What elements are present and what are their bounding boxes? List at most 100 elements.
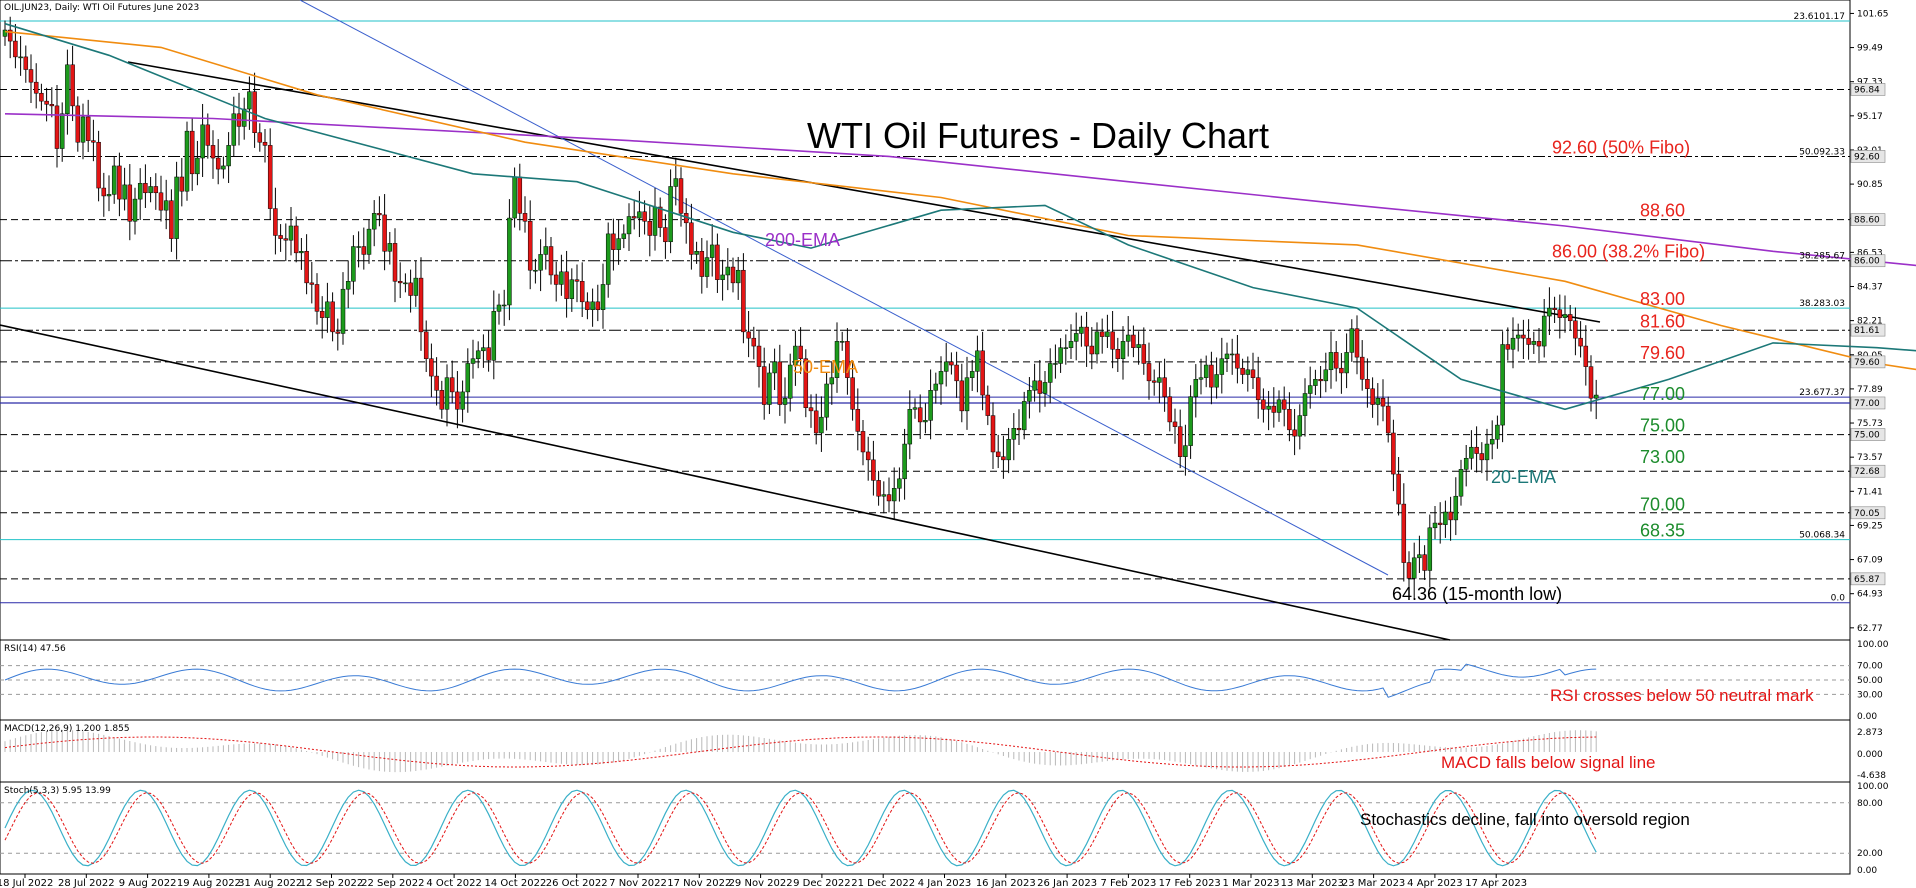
candle xyxy=(595,284,601,322)
price-badge xyxy=(1850,323,1886,337)
candle-body xyxy=(590,301,595,310)
candle xyxy=(709,224,715,277)
candle-body xyxy=(808,407,814,412)
candle xyxy=(460,380,465,423)
candle-body xyxy=(1084,326,1089,347)
candle-body xyxy=(1183,445,1188,457)
candle-body xyxy=(1193,379,1199,397)
candle xyxy=(75,96,81,152)
candle-body xyxy=(1307,385,1313,394)
candle-body xyxy=(59,113,65,149)
y-tick-label: 82.21 xyxy=(1857,317,1883,327)
candle xyxy=(949,352,954,375)
x-tick-label: 19 Aug 2022 xyxy=(177,878,241,888)
candle xyxy=(1105,314,1110,348)
candle-body xyxy=(486,347,491,361)
candle-body xyxy=(491,311,497,361)
x-tick-label: 16 Jan 2023 xyxy=(976,878,1036,888)
candle xyxy=(1229,338,1235,375)
candle-body xyxy=(2,29,8,37)
fib-level-label: 38.285.67 xyxy=(1799,252,1845,262)
candle-body xyxy=(891,488,897,502)
candle xyxy=(1016,409,1022,445)
candle xyxy=(1287,392,1292,442)
candle xyxy=(23,45,29,83)
candle xyxy=(299,237,304,270)
level-labels: 92.60 (50% Fibo) 88.60 86.00 (38.2% Fibo) 8… xyxy=(1552,137,1705,540)
fib-level-label: 50.068.34 xyxy=(1799,531,1845,541)
candle xyxy=(1136,331,1141,365)
candle xyxy=(1255,356,1261,419)
candle xyxy=(293,216,299,263)
candle xyxy=(871,440,876,496)
candle-body xyxy=(1333,352,1339,369)
candle xyxy=(850,360,855,421)
candle xyxy=(169,189,174,252)
candle xyxy=(1219,337,1225,394)
candle-body xyxy=(694,251,699,255)
candle xyxy=(189,117,195,191)
candle xyxy=(600,263,606,329)
candle xyxy=(111,156,117,204)
y-tick-label: 86.53 xyxy=(1857,248,1883,258)
candle-body xyxy=(101,187,107,197)
candle xyxy=(704,240,710,288)
candle-body xyxy=(923,420,928,423)
candle xyxy=(1333,341,1339,382)
candle-body xyxy=(387,243,393,252)
candle xyxy=(1250,352,1256,390)
candle xyxy=(819,396,824,452)
candle xyxy=(1235,335,1240,384)
candle-body xyxy=(1385,405,1391,434)
candle xyxy=(657,197,663,238)
candle xyxy=(605,222,611,298)
20-ema-line xyxy=(4,22,1916,411)
candle xyxy=(1167,387,1173,432)
x-tick-label: 26 Oct 2022 xyxy=(546,878,608,888)
x-tick-label: 22 Sep 2022 xyxy=(361,878,424,888)
candle-body xyxy=(325,301,330,318)
candle-body xyxy=(231,113,237,146)
candle xyxy=(839,331,845,351)
candle-body xyxy=(668,186,673,243)
candle xyxy=(117,152,122,217)
rsi-tick-label: 100.00 xyxy=(1857,640,1889,650)
candle xyxy=(631,199,637,230)
candle-body xyxy=(1469,446,1474,459)
candle-body xyxy=(1125,334,1131,342)
candle xyxy=(179,158,185,207)
x-tick-label: 31 Aug 2022 xyxy=(238,878,302,888)
ema200-label: 200-EMA xyxy=(765,230,840,250)
candle-body xyxy=(845,341,850,378)
candle xyxy=(1151,369,1157,396)
candle-body xyxy=(309,282,315,285)
candle-body xyxy=(1001,456,1006,461)
rsi-tick-label: 50.00 xyxy=(1857,676,1883,686)
candle xyxy=(1188,385,1193,459)
candle-body xyxy=(1583,345,1589,367)
candle xyxy=(200,103,205,177)
candle-body xyxy=(1354,328,1360,358)
candle xyxy=(122,167,127,211)
candle-body xyxy=(704,257,710,277)
candle-body xyxy=(132,198,138,222)
price-badge xyxy=(1850,506,1886,520)
candle xyxy=(377,196,382,227)
candle xyxy=(1292,408,1297,456)
candle-body xyxy=(330,301,335,333)
candle-body xyxy=(273,208,278,236)
candle xyxy=(1359,340,1365,391)
candle xyxy=(49,87,55,118)
y-tick-label: 62.77 xyxy=(1857,624,1883,634)
candle-body xyxy=(767,372,772,405)
y-tick-label: 75.73 xyxy=(1857,419,1883,429)
candle-body xyxy=(730,266,736,284)
candle xyxy=(1042,371,1048,407)
candle xyxy=(741,253,746,344)
ema50-label: 50-EMA xyxy=(793,357,858,377)
candle-body xyxy=(975,350,980,372)
candle-body xyxy=(153,186,159,194)
candle-body xyxy=(44,100,49,105)
candle-body xyxy=(1406,562,1412,579)
y-tick-label: 67.09 xyxy=(1857,556,1883,566)
